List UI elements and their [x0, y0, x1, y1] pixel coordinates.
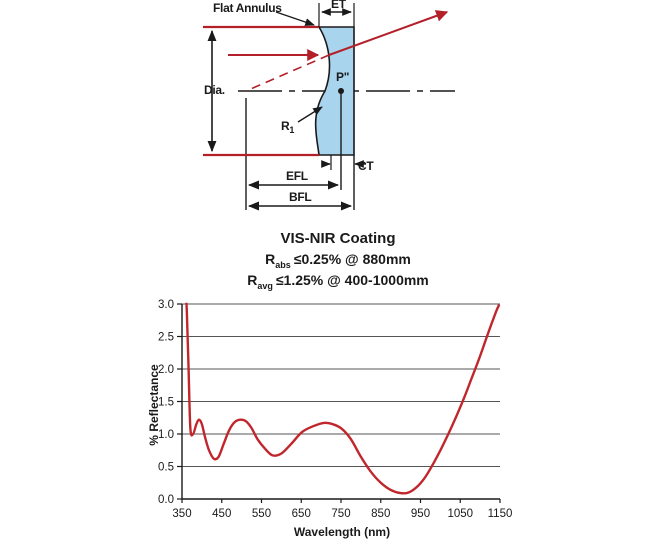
r-avg-text: ≤1.25% @ 400-1000mm [276, 272, 429, 288]
virtual-ray [245, 54, 330, 92]
y-tick-label-4: 2.0 [158, 364, 174, 376]
flat-annulus-label: Flat Annulus [213, 1, 282, 15]
x-tick-label-6: 950 [411, 508, 430, 520]
flat-annulus-pointer [275, 11, 315, 26]
y-tick-label-5: 2.5 [158, 332, 174, 344]
efl-label: EFL [286, 169, 308, 183]
ct-label: CT [358, 159, 374, 173]
x-tick-label-3: 650 [292, 508, 311, 520]
y-tick-label-3: 1.5 [158, 397, 174, 409]
x-tick-label-0: 350 [172, 508, 191, 520]
lens-schematic: Flat Annulus ET Dia. P" R1 CT EFL BFL [203, 0, 455, 211]
coating-title: VIS-NIR Coating [281, 230, 396, 247]
reflectance-chart: 0.0 0.5 1.0 1.5 2.0 2.5 3.0 350 450 550 650 750 850 9… [147, 299, 512, 539]
x-tick-label-8: 1150 [488, 508, 513, 520]
principal-point-label: P" [336, 70, 349, 84]
x-tick-label-5: 850 [371, 508, 390, 520]
reflectance-curve [185, 302, 501, 495]
y-tick-label-0: 0.0 [158, 494, 174, 506]
y-tick-label-2: 1.0 [158, 429, 174, 441]
principal-point [338, 88, 344, 94]
dia-label: Dia. [204, 83, 225, 97]
r-abs-symbol: R [265, 251, 275, 267]
coating-spec-abs: Rabs ≤0.25% @ 880mm [265, 251, 411, 270]
chart-tick-labels: 0.0 0.5 1.0 1.5 2.0 2.5 3.0 350 450 550 650 750 850 9… [158, 299, 512, 520]
y-tick-label-6: 3.0 [158, 299, 174, 311]
output-ray [328, 10, 449, 56]
r1-label: R1 [281, 119, 294, 135]
x-tick-label-4: 750 [331, 508, 350, 520]
y-axis-label: % Reflectance [147, 364, 161, 446]
chart-axes [177, 303, 501, 503]
coating-spec-block: VIS-NIR Coating Rabs ≤0.25% @ 880mm Ravg ≤… [247, 230, 429, 291]
x-tick-label-7: 1050 [447, 508, 473, 520]
chart-grid [182, 303, 500, 467]
r-avg-symbol: R [247, 272, 257, 288]
x-tick-label-2: 550 [252, 508, 271, 520]
y-tick-label-1: 0.5 [158, 462, 174, 474]
r1-pointer [297, 106, 323, 123]
et-label: ET [331, 0, 347, 11]
r-abs-text: ≤0.25% @ 880mm [294, 251, 411, 267]
x-tick-label-1: 450 [212, 508, 231, 520]
r-avg-subscript: avg [257, 281, 273, 291]
r1-label-main: R [281, 119, 290, 133]
r-abs-subscript: abs [275, 260, 291, 270]
x-axis-label: Wavelength (nm) [294, 525, 390, 539]
r1-label-sub: 1 [289, 125, 294, 135]
bfl-label: BFL [289, 190, 311, 204]
coating-spec-avg: Ravg ≤1.25% @ 400-1000mm [247, 272, 429, 291]
